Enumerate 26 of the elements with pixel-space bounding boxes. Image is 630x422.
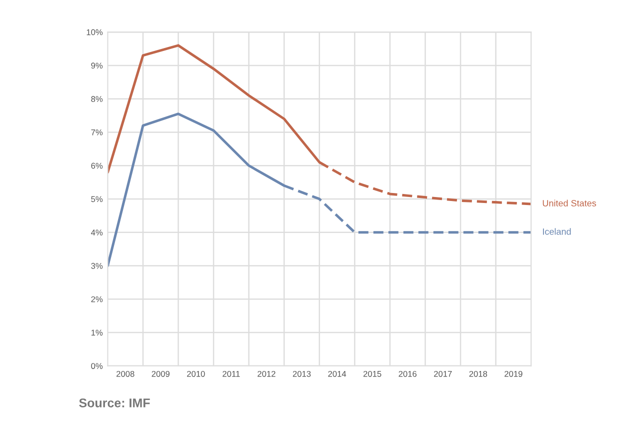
- x-tick-label: 2018: [469, 370, 488, 377]
- y-tick-label: 0%: [91, 363, 103, 369]
- y-tick-label: 8%: [91, 96, 103, 102]
- series-label: Iceland: [543, 228, 571, 235]
- x-tick-label: 2015: [363, 370, 382, 377]
- source-note: Source: IMF: [79, 398, 150, 408]
- y-tick-label: 9%: [91, 62, 103, 69]
- y-tick-label: 1%: [91, 330, 103, 336]
- x-tick-label: 2010: [187, 370, 205, 377]
- x-tick-label: 2014: [328, 370, 346, 377]
- x-tick-label: 2016: [398, 370, 417, 377]
- x-tick-label: 2013: [292, 370, 311, 377]
- series-label: United States: [542, 200, 596, 206]
- y-tick-label: 5%: [91, 196, 103, 202]
- x-tick-label: 2012: [258, 370, 276, 377]
- x-tick-label: 2008: [116, 370, 134, 377]
- y-tick-label: 6%: [91, 162, 103, 169]
- y-tick-label: 10%: [86, 29, 103, 36]
- y-tick-label: 2%: [91, 296, 103, 302]
- x-tick-label: 2019: [504, 370, 522, 377]
- y-tick-label: 7%: [91, 129, 103, 136]
- y-tick-label: 3%: [91, 262, 103, 269]
- x-tick-label: 2011: [222, 370, 240, 377]
- x-tick-label: 2009: [152, 370, 170, 377]
- x-tick-label: 2017: [434, 370, 452, 377]
- y-tick-label: 4%: [91, 230, 103, 236]
